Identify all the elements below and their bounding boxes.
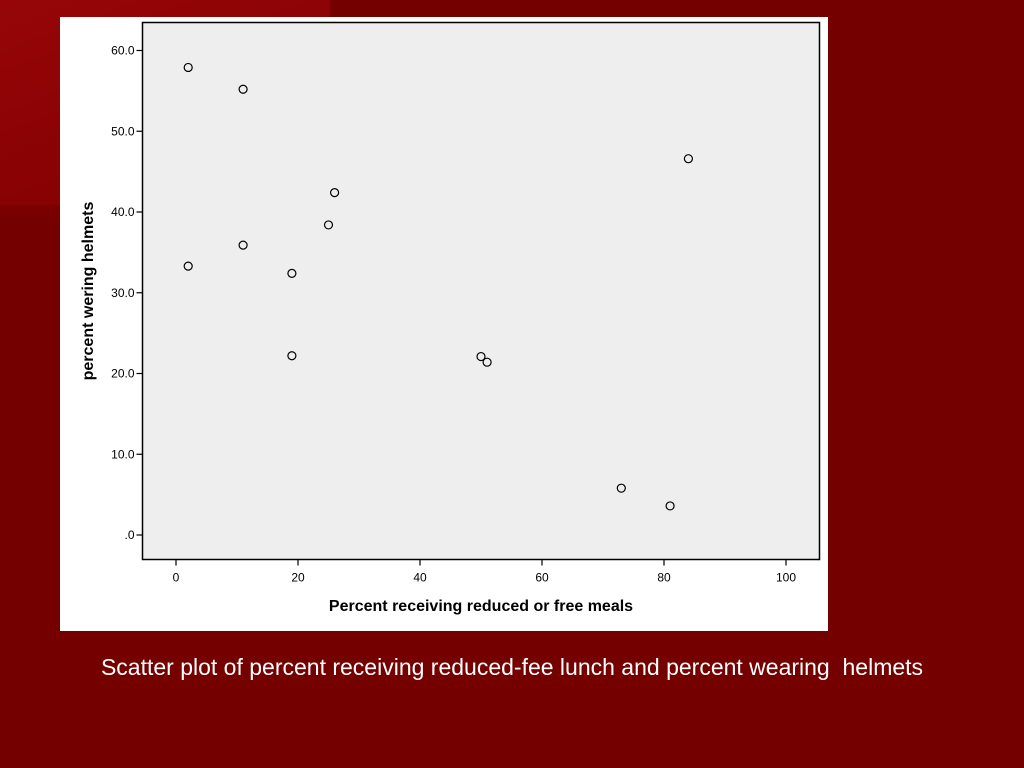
x-axis: 0 20 40 60 80 100 bbox=[173, 559, 796, 585]
slide-background-accent-edge bbox=[0, 205, 60, 215]
y-axis: .0 10.0 20.0 30.0 40.0 50.0 60.0 bbox=[111, 44, 143, 542]
scatter-point bbox=[183, 261, 193, 271]
scatter-point bbox=[482, 357, 492, 367]
x-tick-label: 80 bbox=[657, 571, 671, 585]
y-tick-label: .0 bbox=[124, 528, 134, 542]
scatter-point bbox=[665, 501, 675, 511]
scatter-point bbox=[323, 220, 334, 230]
x-tick-label: 100 bbox=[776, 571, 796, 585]
x-tick-label: 60 bbox=[535, 571, 549, 585]
y-tick-label: 30.0 bbox=[111, 286, 135, 300]
y-tick-label: 40.0 bbox=[111, 205, 135, 219]
data-points bbox=[183, 62, 694, 511]
x-tick-label: 40 bbox=[413, 571, 427, 585]
scatter-point bbox=[683, 154, 694, 164]
plot-area bbox=[141, 21, 821, 561]
scatter-point bbox=[287, 351, 297, 361]
scatter-point bbox=[183, 62, 193, 73]
x-tick-label: 0 bbox=[173, 571, 180, 585]
y-tick-label: 50.0 bbox=[111, 124, 135, 138]
scatter-point bbox=[238, 84, 248, 94]
chart-figure: 0 20 40 60 80 100 .0 10.0 20.0 30.0 40.0 50.0 60.0 … bbox=[60, 17, 828, 631]
y-axis-title: percent wering helmets bbox=[80, 202, 97, 381]
scatter-point bbox=[238, 240, 248, 250]
x-axis-title: Percent receiving reduced or free meals bbox=[329, 598, 633, 615]
scatter-point bbox=[616, 483, 626, 493]
scatter-point bbox=[287, 268, 297, 278]
scatter-chart: 0 20 40 60 80 100 .010.020.030.040.050.060.0 … bbox=[80, 21, 821, 615]
y-tick-label: 20.0 bbox=[111, 367, 135, 381]
scatter-point bbox=[476, 351, 486, 362]
x-tick-label: 20 bbox=[291, 571, 305, 585]
slide-caption: Scatter plot of percent receiving reduce… bbox=[100, 654, 924, 680]
scatter-point bbox=[330, 188, 340, 198]
y-tick-label: 60.0 bbox=[111, 44, 135, 58]
y-tick-label: 10.0 bbox=[111, 447, 135, 461]
